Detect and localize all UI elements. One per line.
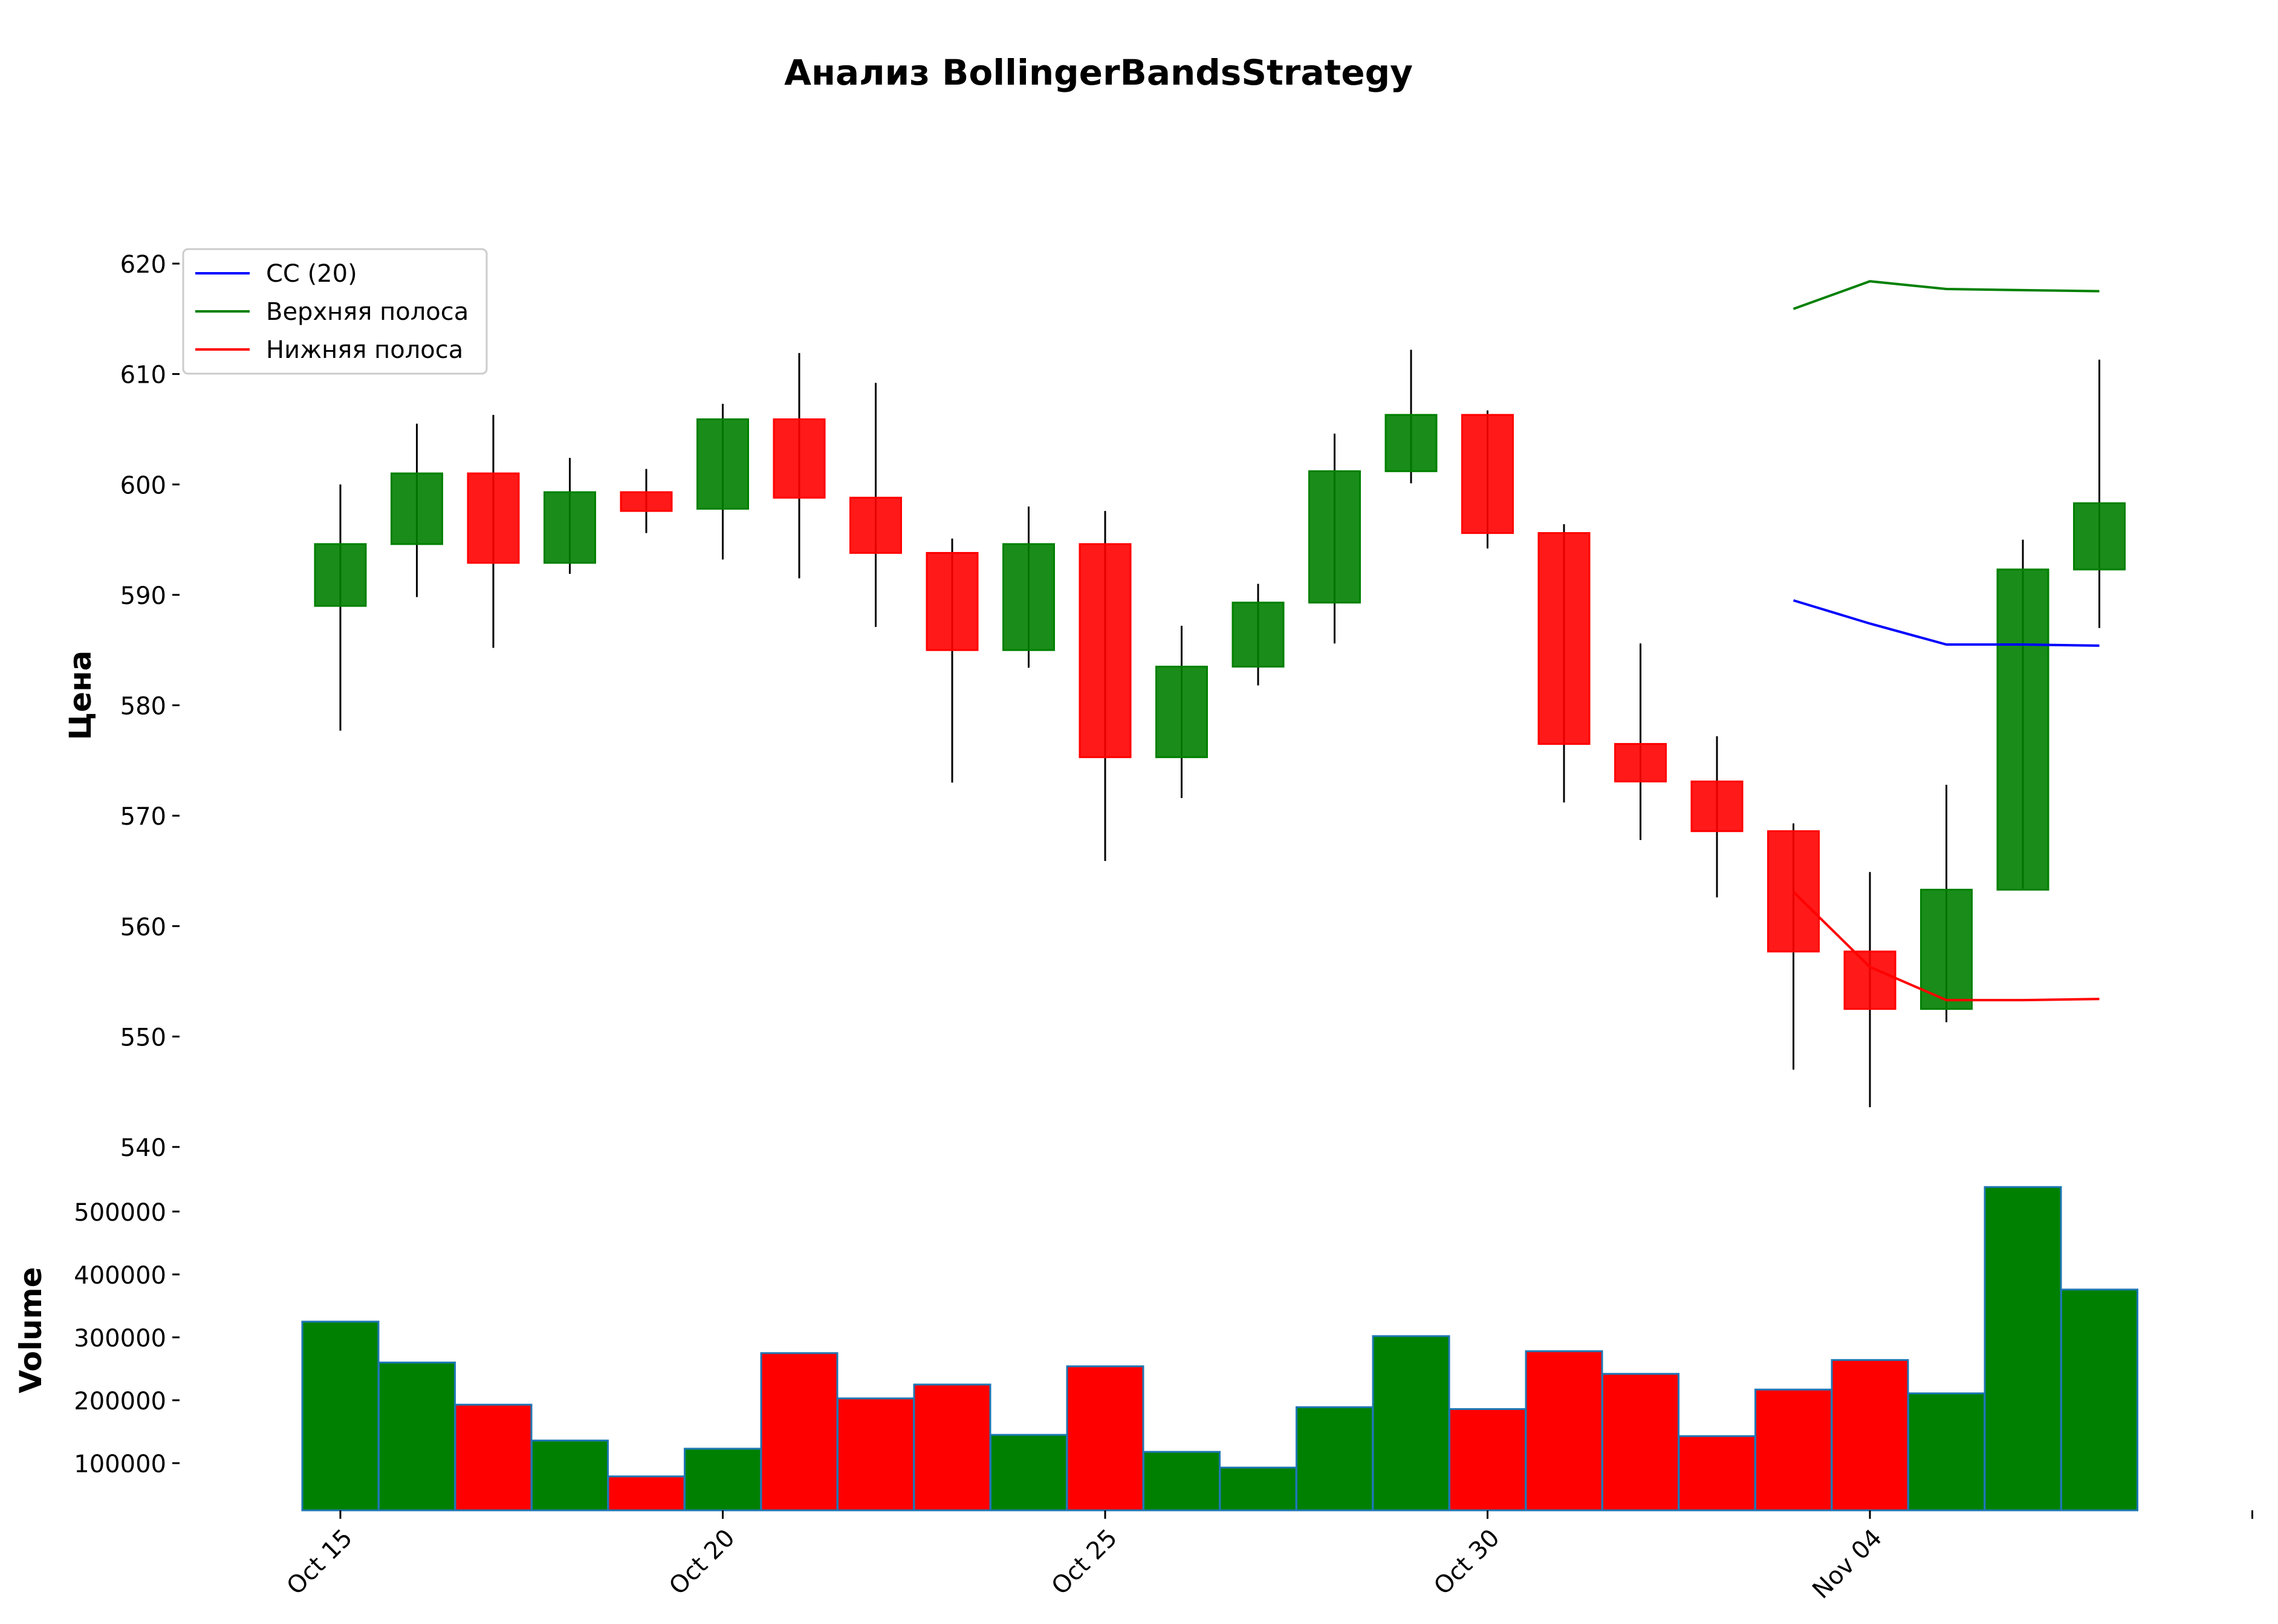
volume-bar xyxy=(1066,1365,1144,1512)
candle-up xyxy=(314,543,367,607)
volume-tick-label: 300000 xyxy=(74,1325,166,1353)
volume-bar xyxy=(378,1362,456,1512)
candle-up xyxy=(1308,470,1361,604)
volume-bar xyxy=(454,1403,533,1512)
price-tick-label: 620 xyxy=(120,251,166,279)
volume-tick-label: 400000 xyxy=(74,1262,166,1290)
candle-down xyxy=(1079,543,1132,758)
price-tick-label: 590 xyxy=(120,582,166,610)
legend-frame xyxy=(182,248,488,375)
price-tick-label: 560 xyxy=(120,914,166,941)
candles xyxy=(314,349,2126,1108)
chart-title: Анализ BollingerBandsStrategy xyxy=(784,52,1413,93)
candle-up xyxy=(544,491,596,564)
volume-tick-label: 500000 xyxy=(74,1199,166,1227)
volume-axis-label: Volume xyxy=(13,1267,48,1393)
volume-bar xyxy=(1449,1408,1527,1512)
legend-label: Нижняя полоса xyxy=(266,336,463,364)
price-tick-label: 540 xyxy=(120,1134,166,1162)
price-tick-label: 550 xyxy=(120,1024,166,1051)
candle-down xyxy=(773,418,826,499)
volume-bar xyxy=(1601,1372,1679,1512)
band-line xyxy=(1793,280,2100,310)
price-tick-label: 600 xyxy=(120,472,166,499)
candle-down xyxy=(1461,414,1514,534)
legend-label: Верхняя полоса xyxy=(266,298,469,326)
volume-bar xyxy=(1525,1350,1603,1512)
band-line xyxy=(1793,891,2100,1002)
volume-bar xyxy=(1372,1335,1450,1512)
volume-bar xyxy=(1984,1186,2062,1512)
volume-bar xyxy=(2060,1288,2138,1512)
candle-down xyxy=(1843,950,1897,1010)
candle-down xyxy=(1614,742,1667,783)
candle-down xyxy=(620,491,673,512)
volume-bar xyxy=(1219,1466,1297,1512)
volume-bar xyxy=(1831,1359,1909,1512)
volume-bar xyxy=(1754,1388,1832,1512)
volume-y-axis: 100000 200000 300000 400000 500000 xyxy=(74,1199,180,1478)
x-tick-label: Nov 04 xyxy=(1807,1524,1887,1605)
price-y-axis: 540 550 560 570 580 590 600 610 620 xyxy=(120,251,180,1162)
x-tick-label: Oct 25 xyxy=(1047,1524,1123,1600)
volume-bar xyxy=(990,1434,1068,1512)
candle-down xyxy=(467,472,520,564)
volume-bar xyxy=(531,1440,609,1512)
bollinger-band-lines xyxy=(1793,280,2100,1002)
candle-up xyxy=(1002,543,1055,651)
volume-bar xyxy=(1678,1435,1756,1512)
volume-bar xyxy=(301,1320,380,1512)
x-axis: Oct 15 Oct 20 Oct 25 Oct 30 Nov 04 xyxy=(282,1510,2253,1604)
candle-up xyxy=(696,418,749,510)
legend: СС (20) Верхняя полоса Нижняя полоса xyxy=(182,248,488,375)
volume-bar xyxy=(837,1397,915,1512)
price-tick-label: 610 xyxy=(120,362,166,389)
volume-bar xyxy=(1296,1406,1374,1512)
volume-bars xyxy=(301,1186,2138,1512)
candle-up xyxy=(1996,568,2049,891)
candle-down xyxy=(1767,830,1820,953)
volume-bar xyxy=(684,1447,762,1512)
volume-tick-label: 200000 xyxy=(74,1388,166,1415)
band-line xyxy=(1793,599,2100,647)
volume-bar xyxy=(913,1383,991,1512)
candle-down xyxy=(926,551,979,651)
candle-up xyxy=(1920,888,1973,1010)
candle-up xyxy=(2073,502,2126,571)
volume-bar xyxy=(607,1475,686,1512)
candle-down xyxy=(1690,781,1744,833)
volume-bar xyxy=(1143,1450,1221,1512)
price-tick-label: 570 xyxy=(120,803,166,831)
candle-down xyxy=(1537,532,1591,745)
candle-up xyxy=(1155,666,1208,758)
candle-up xyxy=(1231,602,1285,668)
volume-tick-label: 100000 xyxy=(74,1450,166,1478)
volume-bar xyxy=(1907,1392,1985,1512)
legend-label: СС (20) xyxy=(266,260,357,288)
price-tick-label: 580 xyxy=(120,693,166,721)
candle-up xyxy=(1384,414,1438,472)
candle-down xyxy=(849,496,902,554)
x-tick-label: Oct 30 xyxy=(1429,1524,1505,1600)
x-tick-label: Oct 15 xyxy=(282,1524,358,1600)
volume-bar xyxy=(760,1352,839,1512)
candle-up xyxy=(391,472,443,545)
x-tick-label: Oct 20 xyxy=(664,1524,740,1600)
price-axis-label: Цена xyxy=(63,651,98,741)
